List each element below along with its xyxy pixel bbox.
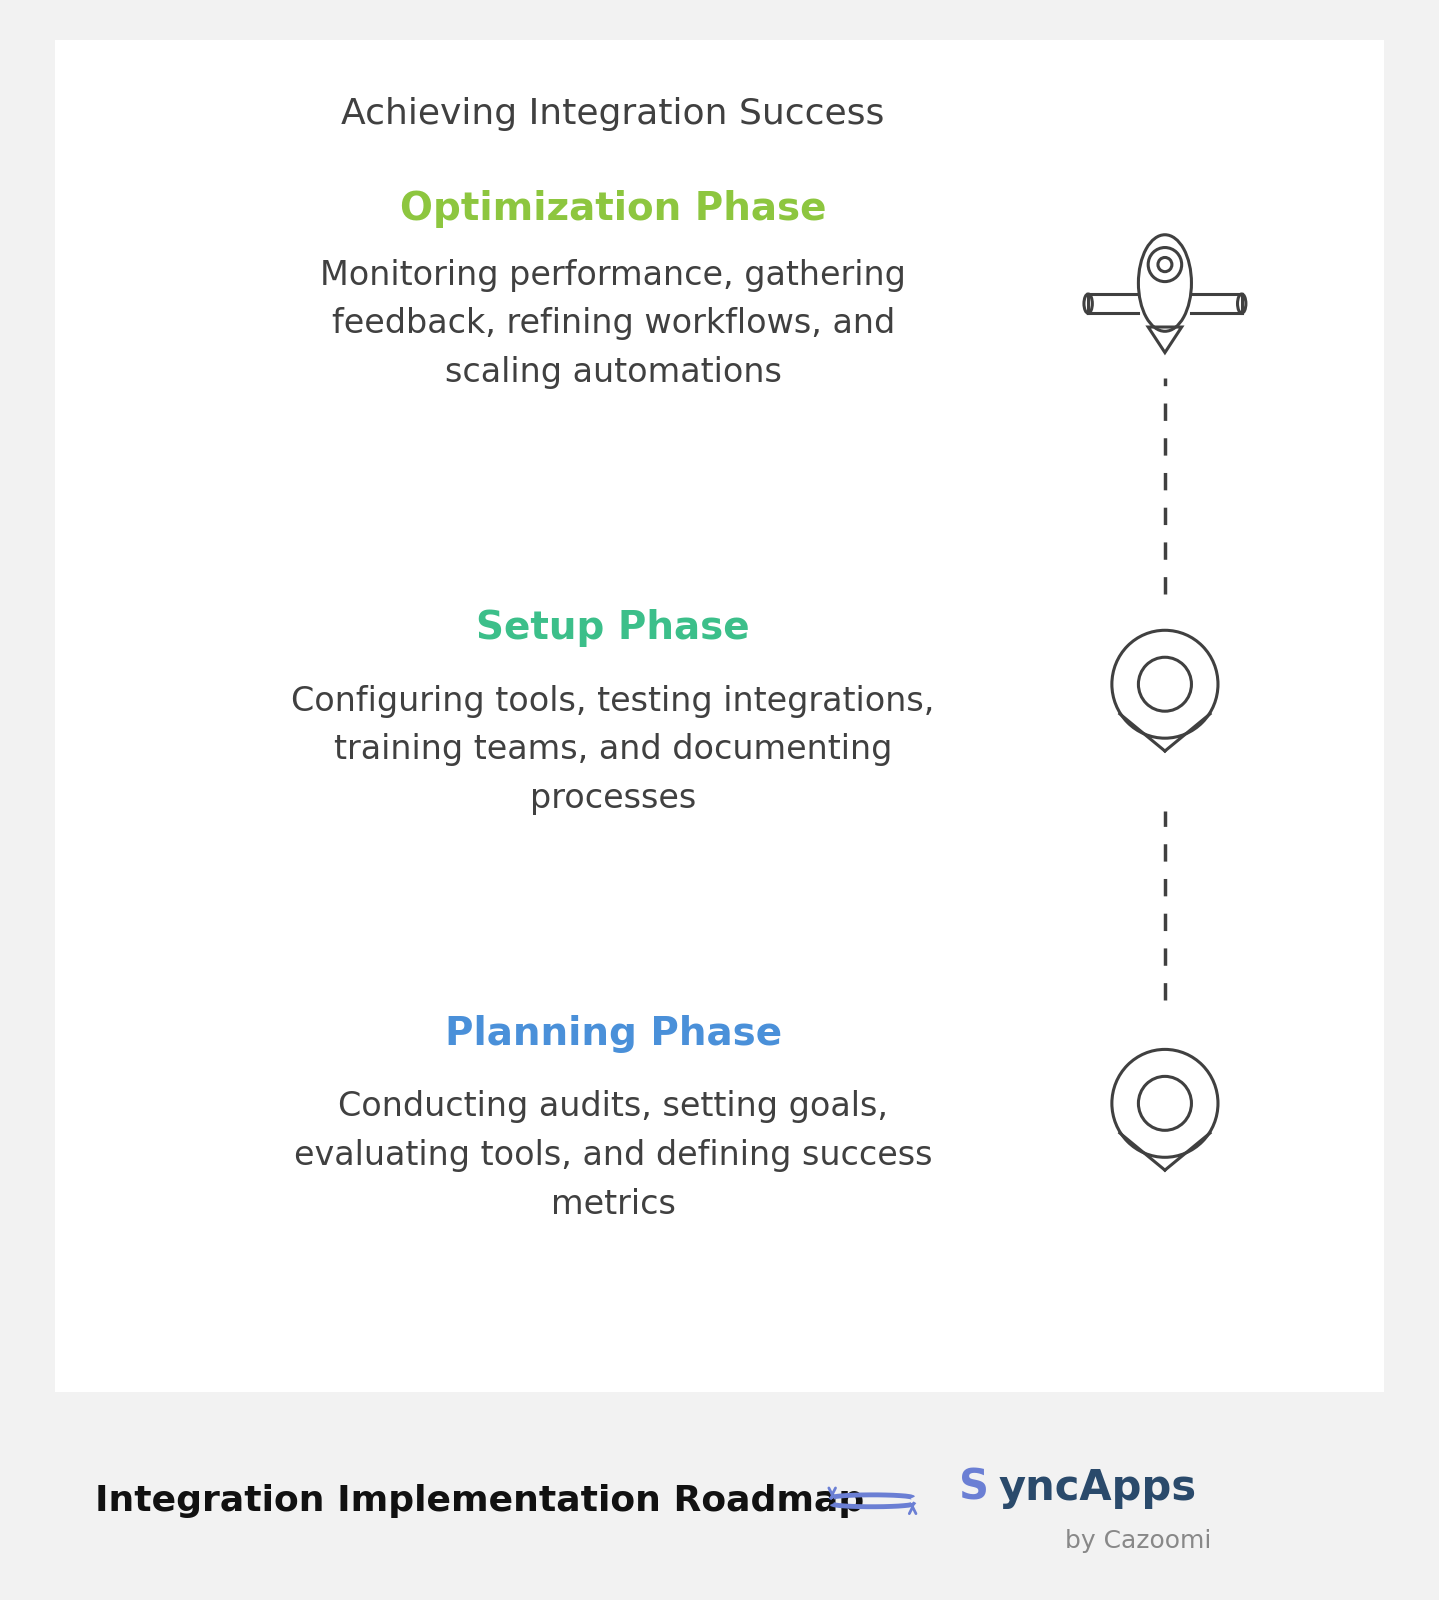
Text: Achieving Integration Success: Achieving Integration Success <box>341 98 885 131</box>
Text: Conducting audits, setting goals,
evaluating tools, and defining success
metrics: Conducting audits, setting goals, evalua… <box>294 1090 932 1221</box>
Text: Integration Implementation Roadmap: Integration Implementation Roadmap <box>95 1483 863 1518</box>
Text: Monitoring performance, gathering
feedback, refining workflows, and
scaling auto: Monitoring performance, gathering feedba… <box>321 259 907 389</box>
Text: Setup Phase: Setup Phase <box>476 610 750 646</box>
Text: S: S <box>958 1467 989 1509</box>
Text: Planning Phase: Planning Phase <box>445 1014 781 1053</box>
Text: Optimization Phase: Optimization Phase <box>400 190 826 227</box>
Text: by Cazoomi: by Cazoomi <box>1065 1530 1212 1552</box>
Text: yncApps: yncApps <box>999 1467 1197 1509</box>
Text: Configuring tools, testing integrations,
training teams, and documenting
process: Configuring tools, testing integrations,… <box>292 685 935 814</box>
FancyBboxPatch shape <box>29 13 1410 1419</box>
